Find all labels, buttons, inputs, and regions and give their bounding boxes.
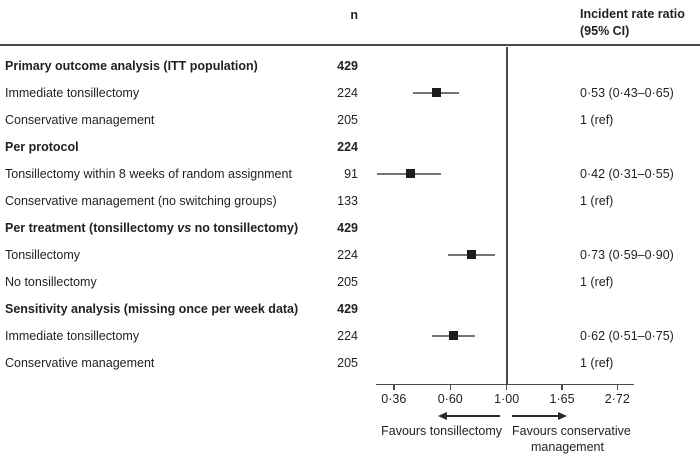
irr-value: 0·53 (0·43–0·65) [580, 86, 674, 100]
point-marker [449, 331, 459, 340]
point-marker [432, 88, 442, 97]
x-axis-line [376, 383, 634, 385]
favours-right-label-line1: Favours conservative [512, 424, 631, 438]
row-label-emphasis: vs [177, 221, 192, 235]
row-label: Immediate tonsillectomy [5, 329, 140, 343]
axis-tick [393, 383, 395, 390]
favours-right-arrow-icon [558, 411, 567, 420]
point-marker [467, 250, 477, 259]
n-column-header: n [350, 8, 358, 22]
axis-tick [561, 383, 563, 390]
axis-tick [505, 383, 508, 390]
point-marker [406, 169, 416, 178]
irr-value: 0·62 (0·51–0·75) [580, 329, 674, 343]
axis-tick-label: 0·60 [437, 392, 463, 406]
favours-right-label-line2: management [531, 440, 604, 454]
n-value: 205 [337, 275, 358, 289]
n-value: 224 [337, 248, 358, 262]
favours-right-arrow-shaft [512, 415, 558, 417]
n-value: 429 [337, 221, 358, 235]
irr-column-header-line1: Incident rate ratio [580, 7, 685, 21]
row-label: Conservative management [5, 356, 155, 370]
n-value: 133 [337, 194, 358, 208]
row-label: Conservative management [5, 113, 155, 127]
n-value: 91 [344, 167, 358, 181]
favours-left-arrow-icon [438, 411, 447, 420]
n-value: 224 [337, 140, 358, 154]
axis-tick-label: 0·36 [381, 392, 407, 406]
axis-tick-label: 2·72 [604, 392, 630, 406]
n-value: 429 [337, 302, 358, 316]
row-label: Tonsillectomy within 8 weeks of random a… [5, 167, 292, 181]
n-value: 205 [337, 356, 358, 370]
irr-value: 0·73 (0·59–0·90) [580, 248, 674, 262]
row-label-text: no tonsillectomy) [191, 221, 299, 235]
irr-value: 0·42 (0·31–0·55) [580, 167, 674, 181]
axis-tick [449, 383, 451, 390]
irr-value: 1 (ref) [580, 356, 614, 370]
n-value: 224 [337, 329, 358, 343]
header-divider-rule [0, 44, 700, 46]
favours-left-label: Favours tonsillectomy [381, 424, 502, 438]
row-label: Per protocol [5, 140, 79, 154]
n-value: 205 [337, 113, 358, 127]
row-label-text: Per treatment (tonsillectomy [5, 221, 178, 235]
irr-value: 1 (ref) [580, 194, 614, 208]
row-label: Sensitivity analysis (missing once per w… [5, 302, 299, 316]
row-label: Per treatment (tonsillectomy vs no tonsi… [5, 215, 298, 242]
n-value: 429 [337, 59, 358, 73]
reference-line [506, 47, 508, 384]
axis-tick [616, 383, 619, 390]
n-value: 224 [337, 86, 358, 100]
axis-tick-label: 1·00 [494, 392, 520, 406]
row-label: Primary outcome analysis (ITT population… [5, 59, 258, 73]
axis-tick-label: 1·65 [549, 392, 575, 406]
irr-value: 1 (ref) [580, 275, 614, 289]
favours-left-arrow-shaft [446, 415, 500, 417]
row-label: No tonsillectomy [5, 275, 97, 289]
row-label: Immediate tonsillectomy [5, 86, 140, 100]
row-label: Conservative management (no switching gr… [5, 194, 277, 208]
row-label: Tonsillectomy [5, 248, 81, 262]
irr-column-header-line2: (95% CI) [580, 24, 630, 38]
irr-value: 1 (ref) [580, 113, 614, 127]
